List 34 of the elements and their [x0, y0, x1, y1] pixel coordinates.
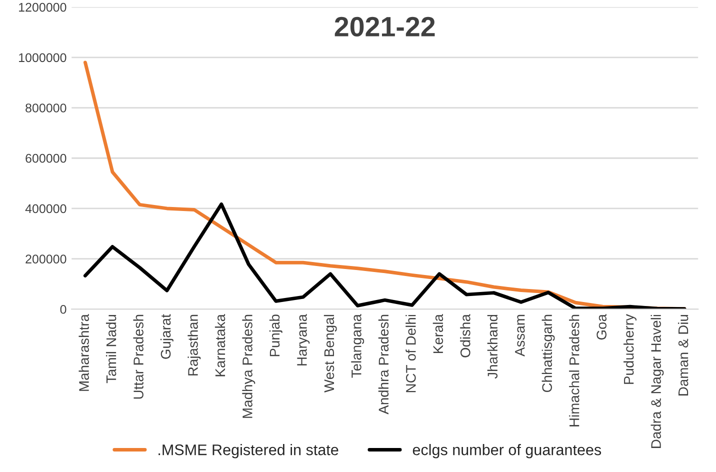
- x-tick-label: Tamil Nadu: [106, 314, 116, 384]
- x-tick-label: Odisha: [460, 314, 470, 358]
- y-tick-label: 1200000: [19, 2, 66, 12]
- x-tick-label: Puducherry: [624, 314, 636, 384]
- chart-title: 2021-22: [334, 16, 435, 37]
- x-tick-label: Haryana: [297, 314, 310, 366]
- x-tick-label: Assam: [515, 314, 525, 356]
- x-tick-label: Telangana: [351, 314, 364, 378]
- y-tick-label: 600000: [26, 154, 66, 163]
- y-tick-label: 800000: [26, 104, 66, 112]
- x-tick-label: Karnataka: [214, 314, 226, 376]
- legend-label: .MSME Registered in state: [158, 444, 338, 458]
- x-tick-label: NCT of Delhi: [406, 314, 416, 392]
- x-tick-label: Maharashtra: [78, 314, 89, 391]
- y-tick-label: 0: [60, 304, 66, 314]
- y-tick-label: 1000000: [19, 53, 66, 62]
- x-tick-label: Kerala: [432, 314, 444, 354]
- x-tick-label: Madhya Pradesh: [242, 314, 256, 418]
- x-tick-label: Punjab: [269, 314, 282, 356]
- x-tick-label: Goa: [596, 314, 606, 340]
- x-tick-label: Rajasthan: [188, 314, 201, 376]
- legend-label: eclgs number of guarantees: [412, 444, 602, 458]
- x-tick-label: West Bengal: [324, 314, 337, 392]
- x-tick-label: Himachal Pradesh: [569, 314, 580, 426]
- y-tick-label: 400000: [25, 204, 66, 214]
- x-tick-label: Gujarat: [160, 314, 174, 359]
- x-tick-label: Andhra Pradesh: [378, 314, 389, 414]
- x-tick-label: Daman & Diu: [678, 314, 688, 396]
- x-tick-label: Dadra & Nagar Haveli: [650, 314, 664, 448]
- x-tick-label: Chhattisgarh: [542, 314, 555, 392]
- y-tick-label: 200000: [26, 254, 66, 264]
- x-tick-label: Uttar Pradesh: [133, 314, 144, 399]
- line-series: [83, 202, 686, 310]
- x-tick-label: Jharkhand: [487, 314, 498, 379]
